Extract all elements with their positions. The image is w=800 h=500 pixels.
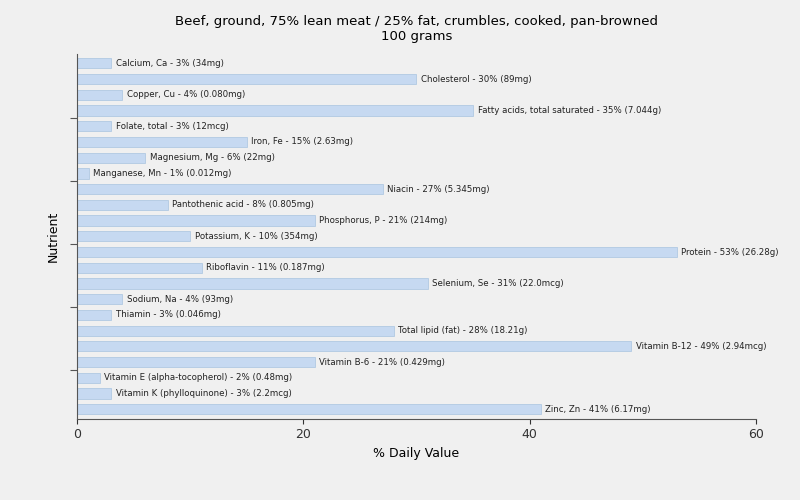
Bar [78,90,122,100]
Text: Vitamin K (phylloquinone) - 3% (2.2mcg): Vitamin K (phylloquinone) - 3% (2.2mcg) [116,389,291,398]
Text: Copper, Cu - 4% (0.080mg): Copper, Cu - 4% (0.080mg) [127,90,246,100]
Bar [78,372,100,383]
Bar [78,388,111,398]
Bar [78,404,541,414]
Text: Folate, total - 3% (12mcg): Folate, total - 3% (12mcg) [116,122,229,130]
Text: Thiamin - 3% (0.046mg): Thiamin - 3% (0.046mg) [116,310,221,320]
Title: Beef, ground, 75% lean meat / 25% fat, crumbles, cooked, pan-browned
100 grams: Beef, ground, 75% lean meat / 25% fat, c… [175,15,658,43]
Bar [78,231,190,241]
Bar [78,310,111,320]
Bar [78,106,473,116]
Bar [78,168,89,178]
Bar [78,216,314,226]
Text: Total lipid (fat) - 28% (18.21g): Total lipid (fat) - 28% (18.21g) [398,326,528,335]
Bar [78,200,168,210]
Text: Fatty acids, total saturated - 35% (7.044g): Fatty acids, total saturated - 35% (7.04… [478,106,661,115]
Text: Vitamin E (alpha-tocopherol) - 2% (0.48mg): Vitamin E (alpha-tocopherol) - 2% (0.48m… [104,374,293,382]
Text: Magnesium, Mg - 6% (22mg): Magnesium, Mg - 6% (22mg) [150,153,274,162]
Bar [78,294,122,304]
Text: Selenium, Se - 31% (22.0mcg): Selenium, Se - 31% (22.0mcg) [432,279,564,288]
Text: Vitamin B-6 - 21% (0.429mg): Vitamin B-6 - 21% (0.429mg) [319,358,445,366]
Text: Manganese, Mn - 1% (0.012mg): Manganese, Mn - 1% (0.012mg) [93,169,231,178]
Bar [78,152,145,163]
Y-axis label: Nutrient: Nutrient [47,210,60,262]
Text: Niacin - 27% (5.345mg): Niacin - 27% (5.345mg) [387,184,490,194]
Bar [78,357,314,367]
Bar [78,121,111,132]
Text: Cholesterol - 30% (89mg): Cholesterol - 30% (89mg) [421,74,532,84]
Bar [78,184,382,194]
Text: Phosphorus, P - 21% (214mg): Phosphorus, P - 21% (214mg) [319,216,447,225]
Text: Riboflavin - 11% (0.187mg): Riboflavin - 11% (0.187mg) [206,264,325,272]
Text: Calcium, Ca - 3% (34mg): Calcium, Ca - 3% (34mg) [116,59,223,68]
Bar [78,58,111,68]
Bar [78,247,677,257]
Bar [78,278,428,288]
Text: Potassium, K - 10% (354mg): Potassium, K - 10% (354mg) [195,232,318,241]
Text: Vitamin B-12 - 49% (2.94mcg): Vitamin B-12 - 49% (2.94mcg) [636,342,766,351]
Text: Zinc, Zn - 41% (6.17mg): Zinc, Zn - 41% (6.17mg) [546,405,651,414]
Bar [78,137,247,147]
Text: Protein - 53% (26.28g): Protein - 53% (26.28g) [681,248,778,256]
Text: Iron, Fe - 15% (2.63mg): Iron, Fe - 15% (2.63mg) [251,138,354,146]
Text: Sodium, Na - 4% (93mg): Sodium, Na - 4% (93mg) [127,294,233,304]
Bar [78,342,631,351]
Bar [78,326,394,336]
Bar [78,262,202,273]
Bar [78,74,417,84]
Text: Pantothenic acid - 8% (0.805mg): Pantothenic acid - 8% (0.805mg) [172,200,314,209]
X-axis label: % Daily Value: % Daily Value [374,447,459,460]
